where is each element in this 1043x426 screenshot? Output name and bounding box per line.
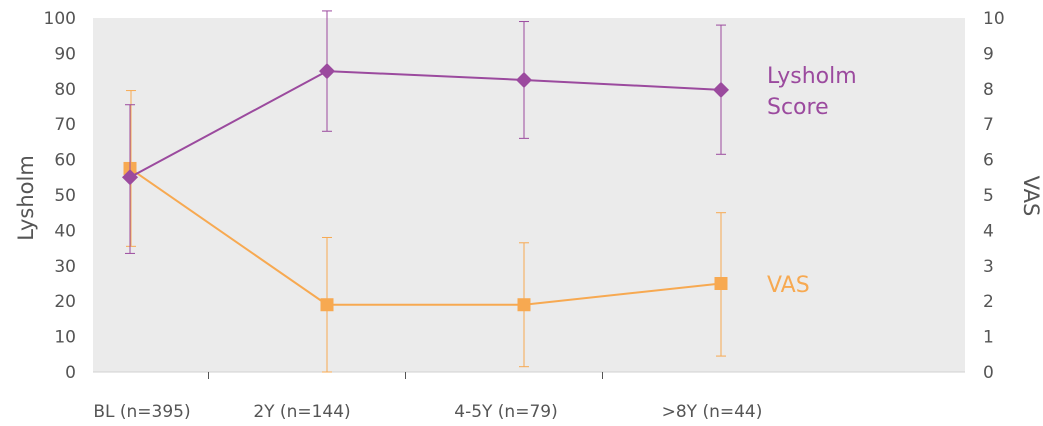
data-point-square <box>320 298 334 312</box>
series-vas <box>123 90 728 373</box>
left-axis-tick-label: 50 <box>54 186 76 206</box>
right-axis-tick-label: 3 <box>983 257 994 277</box>
right-axis-tick-label: 8 <box>983 80 994 100</box>
left-axis-tick-label: 60 <box>54 151 76 171</box>
left-axis-tick-label: 0 <box>65 363 76 383</box>
right-axis-tick-labels: 0 1 2 3 4 5 6 7 8 9 10 <box>983 9 1005 383</box>
data-point-diamond <box>713 81 729 98</box>
x-tick-label: 4-5Y (n=79) <box>454 402 557 422</box>
left-axis-tick-label: 80 <box>54 80 76 100</box>
x-tick-label: 2Y (n=144) <box>253 402 350 422</box>
x-axis-ticks <box>208 372 603 379</box>
data-point-diamond <box>122 169 138 186</box>
x-tick-label: >8Y (n=44) <box>662 402 763 422</box>
right-axis-tick-label: 1 <box>983 328 994 348</box>
right-axis-title: VAS <box>1019 176 1043 217</box>
right-axis-tick-label: 2 <box>983 292 994 312</box>
left-axis-tick-label: 30 <box>54 257 76 277</box>
series-label-line: VAS <box>767 273 810 298</box>
series-layer <box>122 10 729 373</box>
left-axis-title: Lysholm <box>14 155 38 241</box>
data-point-diamond <box>319 63 335 80</box>
right-axis-tick-label: 5 <box>983 186 994 206</box>
left-axis-tick-label: 40 <box>54 221 76 241</box>
data-point-square <box>517 298 531 312</box>
right-axis-tick-label: 6 <box>983 151 994 171</box>
left-axis-tick-labels: 0 10 20 30 40 50 60 70 80 90 100 <box>44 9 76 383</box>
left-axis-tick-label: 70 <box>54 115 76 135</box>
series-line <box>129 167 722 306</box>
right-axis-tick-label: 10 <box>983 9 1005 29</box>
right-axis-tick-label: 7 <box>983 115 994 135</box>
right-axis-tick-label: 0 <box>983 363 994 383</box>
series-lysholm <box>122 10 729 254</box>
data-point-square <box>714 277 728 290</box>
series-label-line: Score <box>767 95 829 120</box>
right-axis-tick-label: 4 <box>983 221 994 241</box>
series-line <box>129 70 722 179</box>
left-axis-tick-label: 100 <box>44 9 76 29</box>
left-axis-tick-label: 10 <box>54 328 76 348</box>
data-point-diamond <box>516 71 532 88</box>
x-tick-label: BL (n=395) <box>93 402 190 422</box>
series-label-line: Lysholm <box>767 64 857 89</box>
series-label: VAS <box>767 273 810 298</box>
right-axis-tick-label: 9 <box>983 44 994 64</box>
left-axis-tick-label: 20 <box>54 292 76 312</box>
left-axis-tick-label: 90 <box>54 44 76 64</box>
series-label: Lysholm Score <box>767 64 857 120</box>
x-axis-labels: BL (n=395) 2Y (n=144) 4-5Y (n=79) >8Y (n=44… <box>93 402 762 422</box>
series-labels: Lysholm Score VAS <box>767 64 857 298</box>
